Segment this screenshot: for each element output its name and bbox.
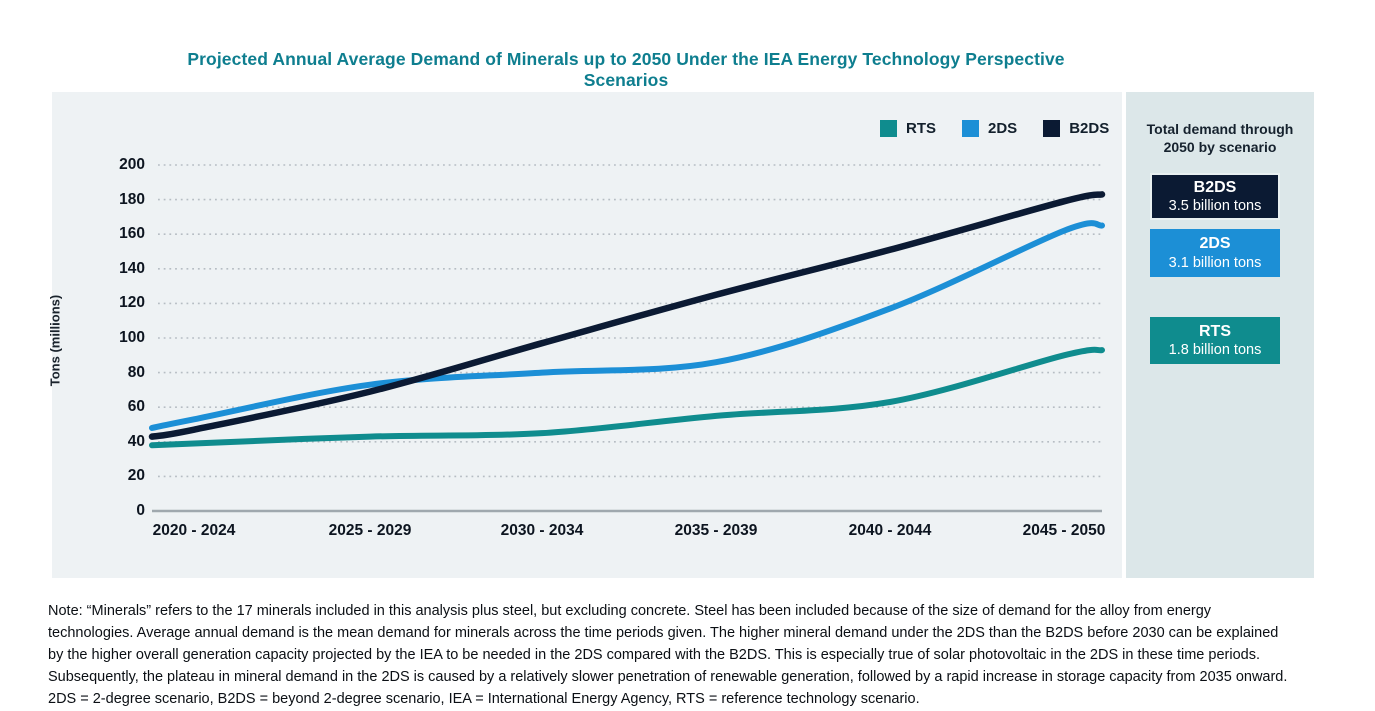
x-tick-label: 2040 - 2044 (848, 522, 932, 539)
plot-area (148, 164, 1106, 513)
legend-label: 2DS (988, 120, 1018, 137)
chart-legend: RTS 2DS B2DS (880, 120, 1109, 137)
x-tick-label: 2045 - 2050 (1022, 522, 1106, 539)
y-tick-label: 200 (119, 156, 145, 173)
legend-item-rts: RTS (880, 120, 936, 137)
y-tick-label: 180 (119, 190, 145, 208)
y-tick-label: 120 (119, 294, 145, 312)
scenario-total-box-2ds: 2DS 3.1 billion tons (1150, 229, 1280, 277)
legend-swatch-icon (1043, 120, 1061, 137)
scenario-name: 2DS (1199, 235, 1231, 253)
scenario-total-value: 3.5 billion tons (1168, 198, 1262, 215)
scenario-total-box-b2ds: B2DS 3.5 billion tons (1150, 173, 1280, 220)
legend-label: B2DS (1069, 120, 1110, 137)
y-tick-label: 0 (136, 502, 145, 519)
x-tick-label: 2020 - 2024 (152, 522, 236, 539)
sidebar-heading: Total demand through 2050 by scenario (1146, 121, 1294, 156)
chart-panel: RTS 2DS B2DS Tons (millions) 200 180 160 140 1… (48, 92, 1122, 578)
chart-title: Projected Annual Average Demand of Miner… (187, 49, 1065, 90)
y-tick-label: 20 (127, 467, 145, 485)
legend-item-b2ds: B2DS (1043, 120, 1109, 137)
scenario-total-value: 1.8 billion tons (1168, 342, 1262, 359)
x-tick-label: 2025 - 2029 (328, 522, 412, 539)
legend-label: RTS (906, 120, 936, 137)
scenario-name: RTS (1199, 322, 1231, 340)
sidebar-panel: Total demand through 2050 by scenario B2… (1126, 92, 1314, 578)
series-line-2ds (149, 220, 1105, 431)
legend-item-2ds: 2DS (962, 120, 1017, 137)
y-tick-label: 40 (127, 432, 145, 450)
y-tick-label: 100 (119, 329, 145, 346)
y-tick-label: 160 (119, 225, 145, 243)
scenario-total-value: 3.1 billion tons (1168, 254, 1262, 271)
series-line-rts (149, 346, 1105, 449)
note-text: Note: “Minerals” refers to the 17 minera… (48, 603, 1288, 707)
x-tick-label: 2035 - 2039 (674, 522, 758, 539)
scenario-total-box-rts: RTS 1.8 billion tons (1150, 317, 1280, 364)
y-tick-label: 80 (127, 363, 145, 381)
y-tick-label: 60 (127, 398, 145, 416)
y-tick-label: 140 (119, 259, 145, 277)
legend-swatch-icon (880, 120, 897, 137)
x-tick-label: 2030 - 2034 (500, 522, 584, 539)
legend-swatch-icon (962, 120, 979, 137)
series-line-b2ds (148, 191, 1106, 440)
scenario-name: B2DS (1193, 178, 1237, 196)
